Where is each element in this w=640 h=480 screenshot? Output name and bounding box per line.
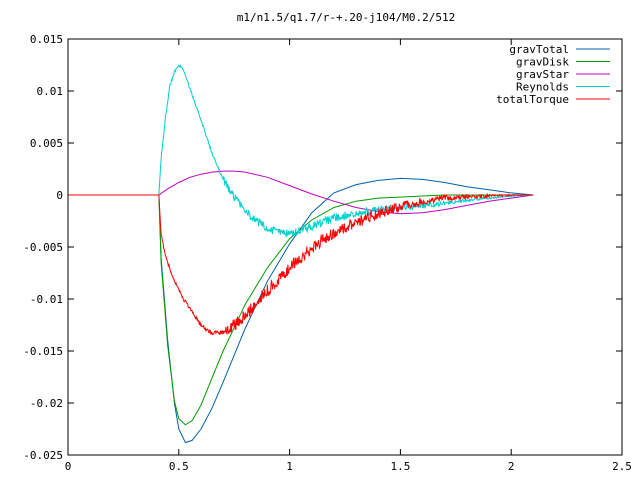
x-tick-label: 1.5 xyxy=(390,460,410,473)
y-tick-label: -0.025 xyxy=(23,449,63,462)
y-tick-label: 0 xyxy=(56,189,63,202)
plot-frame xyxy=(67,38,623,456)
series-line-gravDisk xyxy=(68,194,534,426)
series-line-Reynolds xyxy=(68,64,534,238)
y-tick-label: 0.01 xyxy=(37,85,64,98)
series-line-gravStar xyxy=(68,170,534,215)
x-tick-label: 1 xyxy=(286,460,293,473)
legend-label: gravStar xyxy=(516,68,569,81)
y-tick-label: 0.005 xyxy=(30,137,63,150)
x-tick-label: 0.5 xyxy=(169,460,189,473)
y-tick-label: -0.005 xyxy=(23,241,63,254)
chart-title: m1/n1.5/q1.7/r-+.20-j104/M0.2/512 xyxy=(237,11,456,24)
y-tick-label: -0.015 xyxy=(23,345,63,358)
legend: gravTotalgravDiskgravStarReynoldstotalTo… xyxy=(496,43,610,106)
legend-label: totalTorque xyxy=(496,93,569,106)
series-line-totalTorque xyxy=(68,192,534,336)
legend-label: Reynolds xyxy=(516,81,569,94)
y-tick-label: 0.015 xyxy=(30,33,63,46)
x-tick-label: 0 xyxy=(65,460,72,473)
legend-label: gravDisk xyxy=(516,56,569,69)
tick-labels: 0 0.5 1 1.5 2 2.5 0.015 0.01 0.005 0 -0.005 -0.01 -0… xyxy=(23,33,632,473)
x-tick-label: 2 xyxy=(508,460,515,473)
series-line-gravTotal xyxy=(68,177,534,444)
y-tick-label: -0.01 xyxy=(30,293,63,306)
y-tick-label: -0.02 xyxy=(30,397,63,410)
x-tick-label: 2.5 xyxy=(612,460,632,473)
plot-area xyxy=(68,64,534,444)
legend-label: gravTotal xyxy=(509,43,569,56)
